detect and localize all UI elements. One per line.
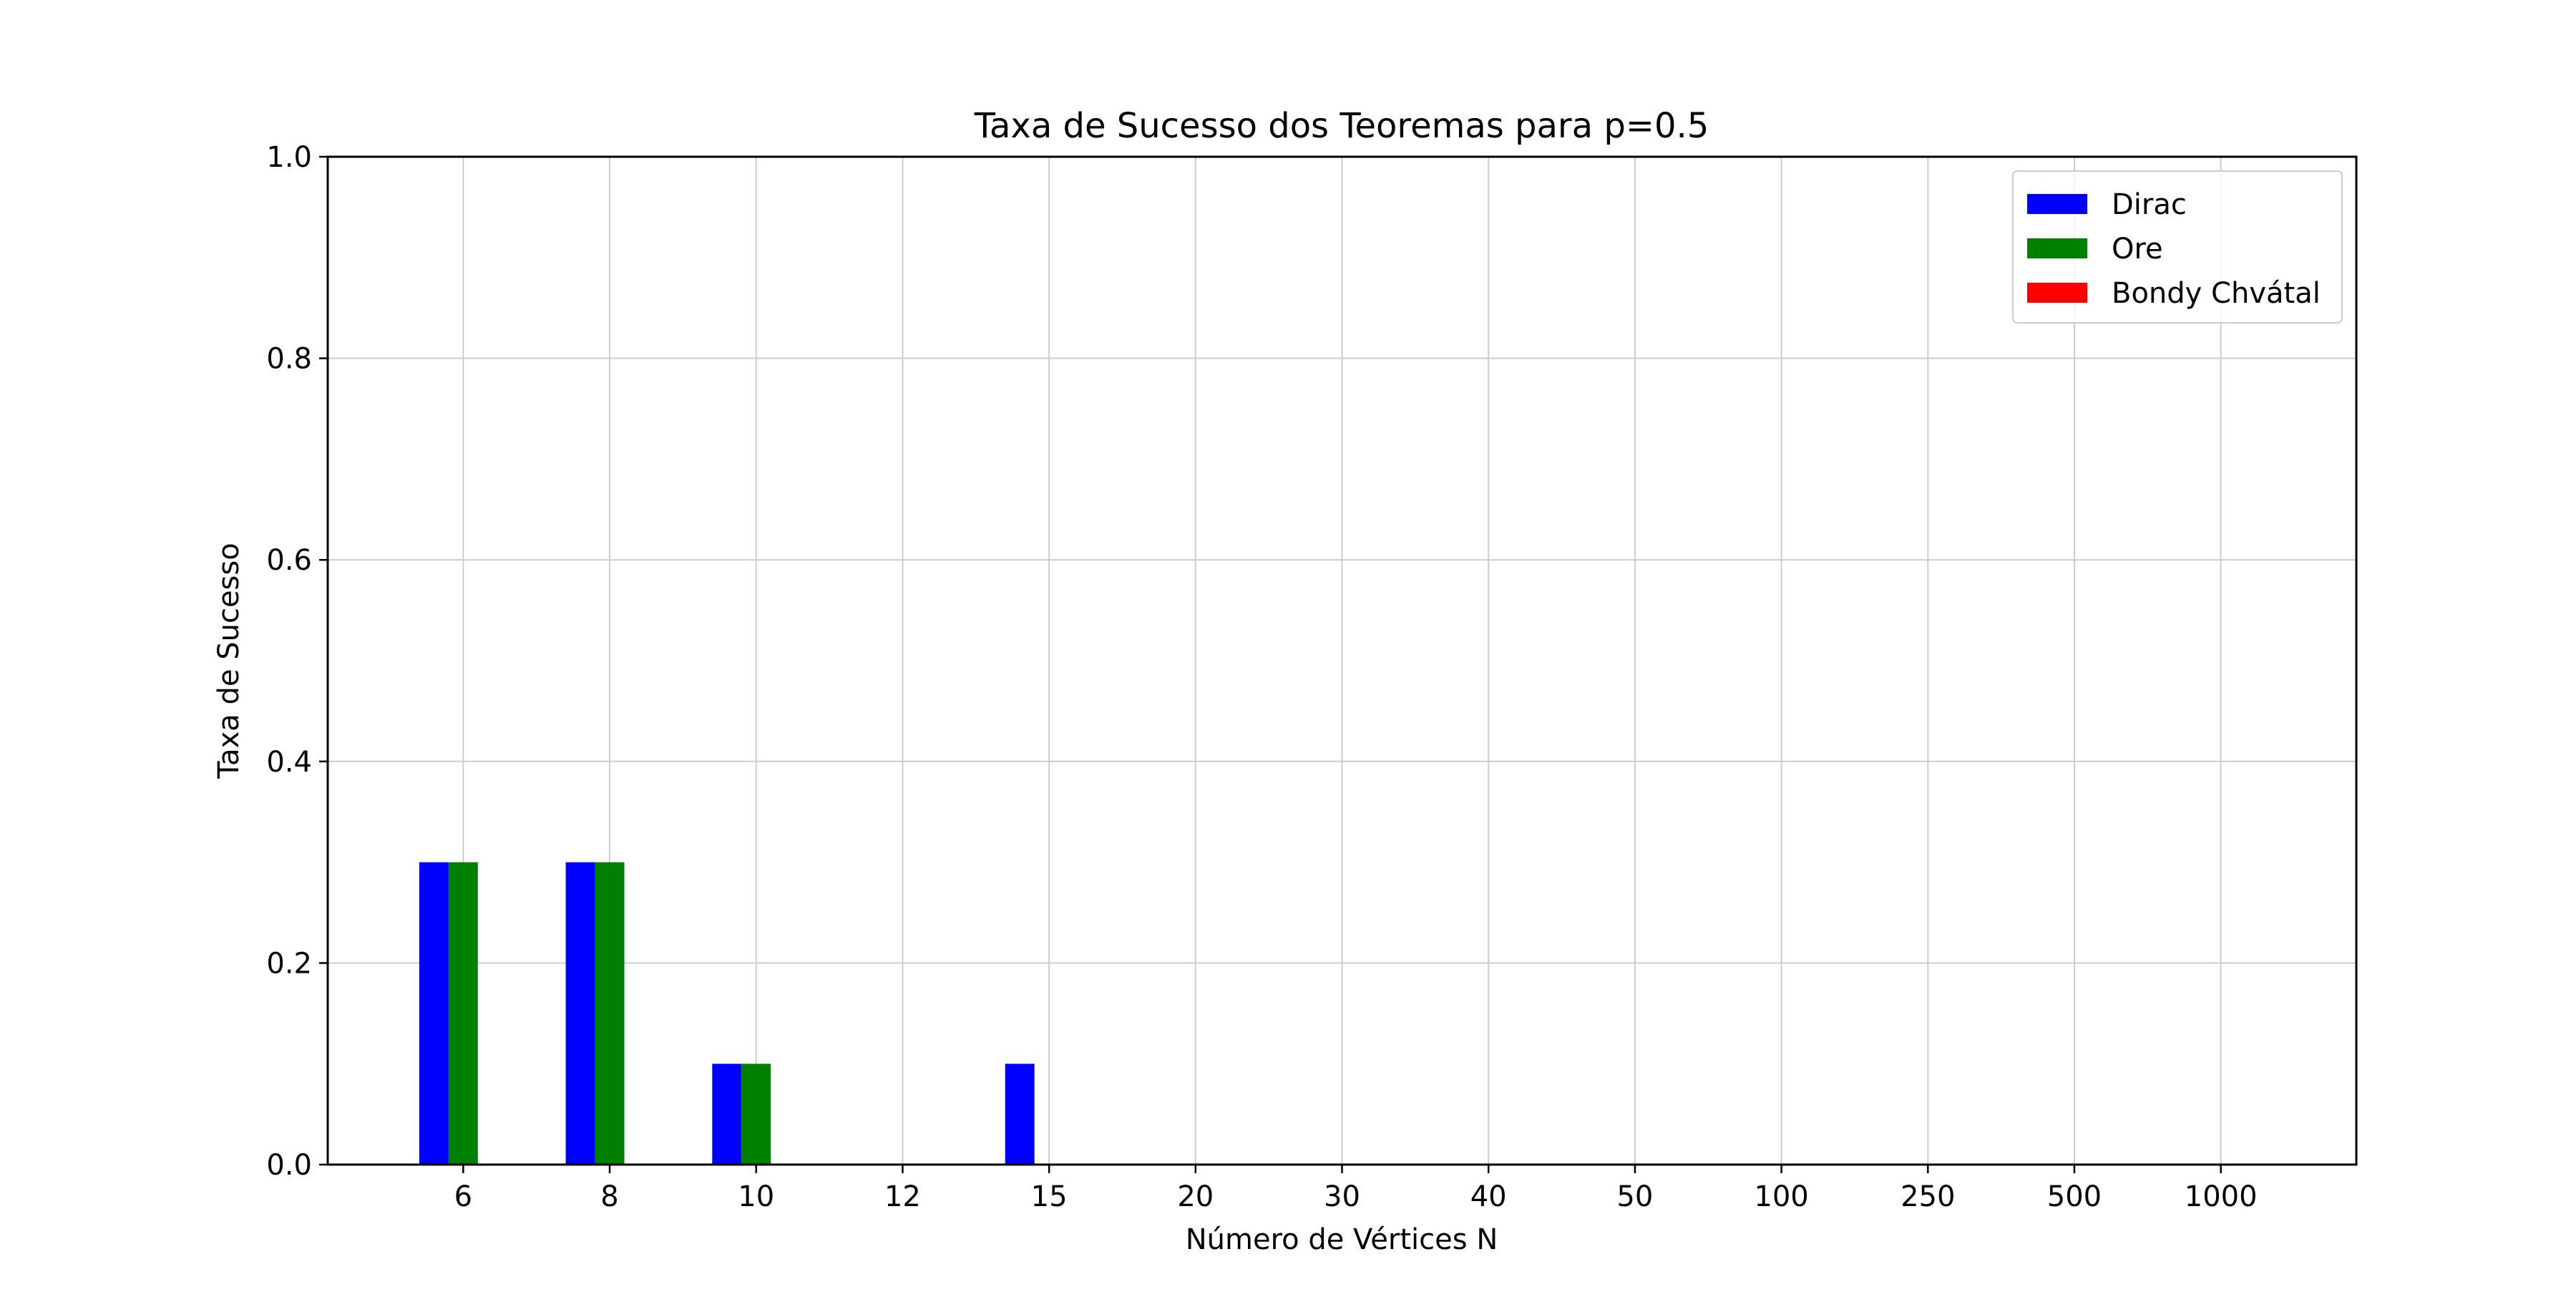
x-tick-label: 500 (2047, 1180, 2102, 1213)
x-tick-label: 10 (738, 1180, 774, 1213)
bar-ore (741, 1064, 771, 1165)
x-tick-label: 1000 (2185, 1180, 2258, 1213)
x-tick-label: 20 (1177, 1180, 1214, 1213)
bar-dirac (712, 1064, 742, 1165)
bars (419, 862, 1035, 1165)
x-tick-label: 40 (1470, 1180, 1507, 1213)
legend-label: Dirac (2112, 188, 2187, 221)
bar-dirac (1005, 1064, 1035, 1165)
legend-swatch (2027, 238, 2087, 258)
chart-title: Taxa de Sucesso dos Teoremas para p=0.5 (974, 106, 1709, 146)
x-axis-ticks: 6 8 10 12 15 20 30 40 50 100 250 500 1000 (454, 1165, 2258, 1213)
legend-swatch (2027, 283, 2087, 303)
legend-box (2012, 170, 2343, 324)
y-tick-label: 1.0 (266, 141, 312, 174)
y-axis-label: Taxa de Sucesso (213, 543, 245, 779)
x-tick-label: 100 (1754, 1180, 1808, 1213)
y-tick-label: 0.4 (266, 746, 312, 779)
bar-ore (595, 862, 625, 1165)
x-axis-label: Número de Vértices N (1186, 1223, 1498, 1256)
x-tick-label: 30 (1324, 1180, 1360, 1213)
legend-label: Bondy Chvátal (2112, 277, 2321, 310)
grid-lines (328, 156, 2356, 1165)
bar-ore (448, 862, 478, 1165)
x-tick-label: 6 (454, 1180, 472, 1213)
y-tick-label: 0.8 (266, 343, 312, 376)
legend-label: Ore (2112, 233, 2163, 266)
x-tick-label: 250 (1901, 1180, 1955, 1213)
x-tick-label: 8 (600, 1180, 618, 1213)
x-tick-label: 12 (884, 1180, 921, 1213)
y-tick-label: 0.6 (266, 544, 312, 577)
bar-dirac (419, 862, 449, 1165)
bar-dirac (565, 862, 595, 1165)
x-tick-label: 50 (1616, 1180, 1653, 1213)
y-tick-label: 0.0 (266, 1149, 312, 1182)
x-tick-label: 15 (1031, 1180, 1068, 1213)
legend: Dirac Ore Bondy Chvátal (2012, 170, 2343, 324)
legend-swatch (2027, 194, 2087, 214)
y-axis-ticks: 0.0 0.2 0.4 0.6 0.8 1.0 (266, 141, 328, 1182)
y-tick-label: 0.2 (266, 947, 312, 980)
